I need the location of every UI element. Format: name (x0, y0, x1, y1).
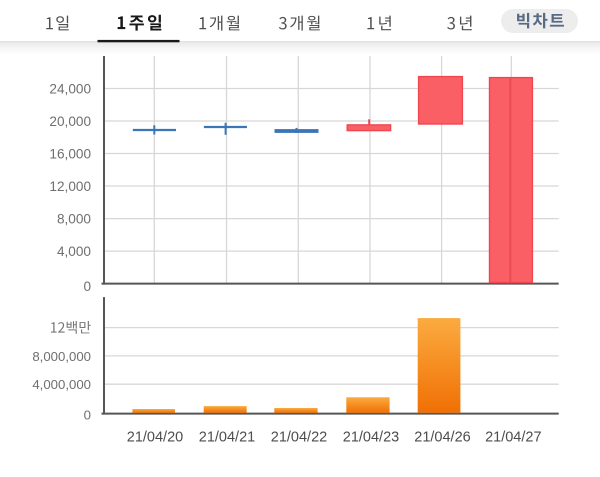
svg-text:21/04/22: 21/04/22 (271, 430, 327, 446)
svg-text:8,000: 8,000 (57, 212, 91, 227)
svg-text:20,000: 20,000 (49, 114, 91, 129)
svg-text:0: 0 (84, 408, 91, 423)
svg-text:21/04/23: 21/04/23 (343, 430, 399, 446)
svg-text:21/04/27: 21/04/27 (485, 430, 541, 446)
svg-text:8,000,000: 8,000,000 (32, 349, 91, 364)
svg-text:16,000: 16,000 (49, 147, 91, 162)
svg-text:12,000: 12,000 (49, 179, 91, 194)
svg-text:21/04/21: 21/04/21 (199, 430, 255, 446)
svg-text:24,000: 24,000 (49, 82, 91, 97)
svg-text:4,000: 4,000 (57, 244, 91, 259)
svg-text:21/04/20: 21/04/20 (127, 430, 183, 446)
svg-text:4,000,000: 4,000,000 (32, 377, 91, 392)
svg-text:0: 0 (83, 279, 91, 294)
svg-text:21/04/26: 21/04/26 (414, 430, 470, 446)
